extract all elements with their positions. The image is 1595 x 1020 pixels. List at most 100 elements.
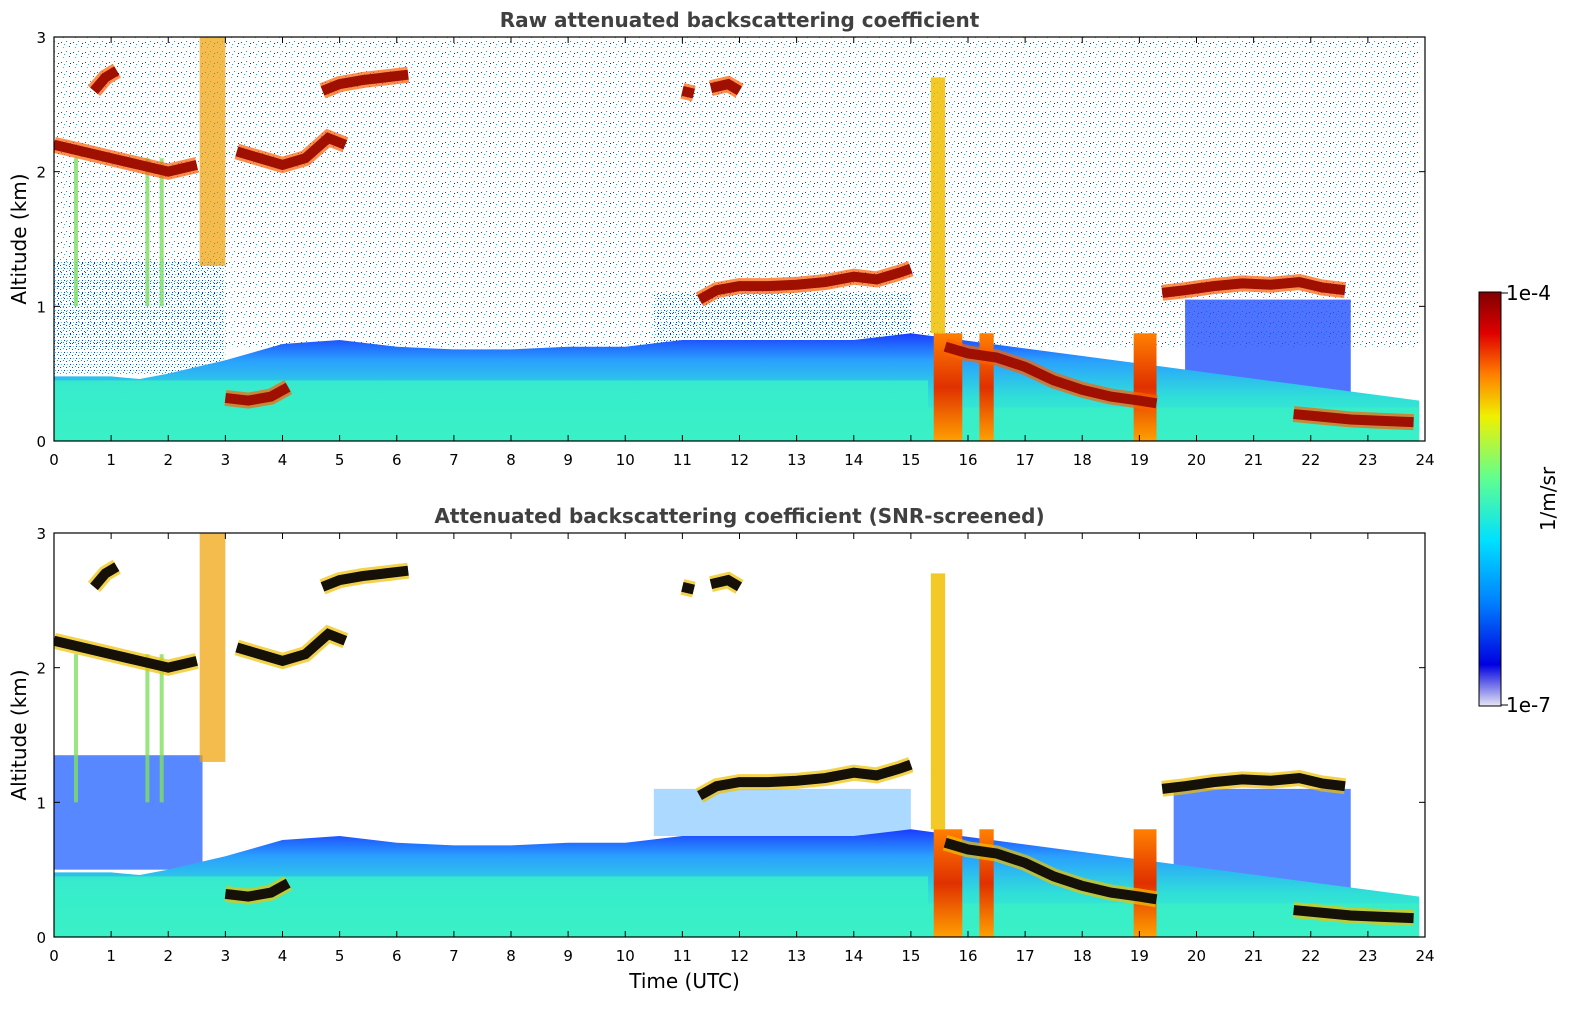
colorbar: 1e-4 1e-7 1/m/sr [1478, 281, 1560, 717]
x-tick-label: 23 [1358, 451, 1377, 469]
x-axis-label: Time (UTC) [628, 969, 740, 993]
x-tick-label: 4 [278, 451, 288, 469]
x-tick-label: 15 [901, 451, 920, 469]
y-tick-label: 0 [36, 929, 46, 947]
cloud-band [681, 86, 695, 99]
x-tick-label: 0 [49, 947, 59, 965]
x-tick-label: 6 [392, 947, 402, 965]
x-tick-label: 11 [673, 947, 692, 965]
fall-streak [930, 77, 946, 334]
x-tick-label: 24 [1415, 451, 1434, 469]
x-tick-label: 12 [730, 947, 749, 965]
fall-streak [73, 654, 78, 803]
x-tick-label: 2 [163, 947, 173, 965]
colorbar-max-label: 1e-4 [1506, 281, 1551, 305]
fall-streak [199, 37, 226, 266]
cloud-band [943, 341, 1158, 409]
cloud-band [697, 759, 913, 800]
screened-region [54, 755, 203, 870]
screened-region [653, 788, 911, 836]
cloud-band [235, 628, 348, 667]
heatmap-area [54, 37, 1420, 441]
x-tick-label: 18 [1073, 451, 1092, 469]
x-tick-label: 21 [1244, 451, 1263, 469]
colorbar-gradient [1478, 291, 1502, 707]
x-tick-label: 18 [1073, 947, 1092, 965]
x-tick-label: 20 [1187, 451, 1206, 469]
fall-streak [73, 158, 78, 307]
x-tick-label: 24 [1415, 947, 1434, 965]
x-tick-label: 19 [1130, 451, 1149, 469]
fall-streak [159, 654, 164, 803]
cloud-band [697, 263, 913, 304]
y-tick-label: 3 [36, 525, 46, 543]
fall-streak [145, 654, 150, 803]
cloud-band [320, 565, 409, 592]
x-tick-label: 0 [49, 451, 59, 469]
y-tick-label: 2 [36, 164, 46, 182]
cloud-band [1161, 773, 1346, 794]
x-tick-label: 12 [730, 451, 749, 469]
x-tick-label: 14 [844, 451, 863, 469]
y-tick-label: 1 [36, 794, 46, 812]
x-tick-label: 3 [221, 451, 231, 469]
x-tick-label: 1 [106, 947, 116, 965]
precipitation-column [1133, 333, 1157, 441]
panel-1: 0 1 2 3 4 5 6 7 8 9 10 11 12 13 14 15 16 17 18 19 20 21 22 23 24… [7, 8, 1435, 469]
x-tick-label: 14 [844, 947, 863, 965]
x-tick-label: 5 [335, 947, 345, 965]
noise-dense-region [653, 292, 911, 347]
cloud-band [681, 582, 695, 595]
cloud-band [1293, 409, 1414, 428]
x-tick-label: 16 [958, 451, 977, 469]
x-tick-label: 17 [1016, 451, 1035, 469]
cloud-band [709, 574, 743, 592]
x-tick-label: 15 [901, 947, 920, 965]
cloud-band [943, 837, 1158, 905]
cloud-band [54, 139, 198, 177]
y-tick-label: 3 [36, 29, 46, 47]
cloud-band [90, 562, 120, 591]
x-tick-label: 2 [163, 451, 173, 469]
y-axis-label: Altitude (km) [7, 669, 31, 800]
x-tick-label: 20 [1187, 947, 1206, 965]
y-tick-label: 1 [36, 298, 46, 316]
cloud-band [1293, 905, 1414, 924]
x-tick-label: 17 [1016, 947, 1035, 965]
fall-streak [199, 533, 226, 762]
x-tick-label: 8 [506, 947, 516, 965]
colorbar-label: 1/m/sr [1536, 466, 1560, 531]
x-tick-label: 22 [1301, 947, 1320, 965]
x-tick-label: 7 [449, 451, 459, 469]
x-tick-label: 5 [335, 451, 345, 469]
x-tick-label: 11 [673, 451, 692, 469]
x-tick-label: 16 [958, 947, 977, 965]
x-tick-label: 9 [563, 947, 573, 965]
cloud-band [320, 69, 409, 96]
y-axis-label: Altitude (km) [7, 173, 31, 304]
x-tick-label: 21 [1244, 947, 1263, 965]
y-tick-label: 0 [36, 433, 46, 451]
colorbar-min-label: 1e-7 [1506, 693, 1551, 717]
panel-title: Raw attenuated backscattering coefficien… [500, 8, 980, 32]
x-tick-label: 13 [787, 451, 806, 469]
cloud-band [224, 382, 291, 406]
fall-streak [159, 158, 164, 307]
x-tick-label: 8 [506, 451, 516, 469]
cloud-band [224, 878, 291, 902]
heatmap-area [54, 533, 1420, 937]
noise-dense-region [54, 259, 226, 374]
fall-streak [930, 573, 946, 830]
x-tick-label: 13 [787, 947, 806, 965]
x-tick-label: 23 [1358, 947, 1377, 965]
x-tick-label: 19 [1130, 947, 1149, 965]
x-tick-label: 7 [449, 947, 459, 965]
panel-2: 0 1 2 3 4 5 6 7 8 9 10 11 12 13 14 15 16 17 18 19 20 21 22 23 24… [7, 504, 1435, 993]
precipitation-column [1133, 829, 1157, 937]
surface-layer [54, 876, 929, 937]
cloud-band [235, 132, 348, 171]
x-tick-label: 10 [616, 947, 635, 965]
panel-title: Attenuated backscattering coefficient (S… [434, 504, 1044, 528]
x-tick-label: 10 [616, 451, 635, 469]
